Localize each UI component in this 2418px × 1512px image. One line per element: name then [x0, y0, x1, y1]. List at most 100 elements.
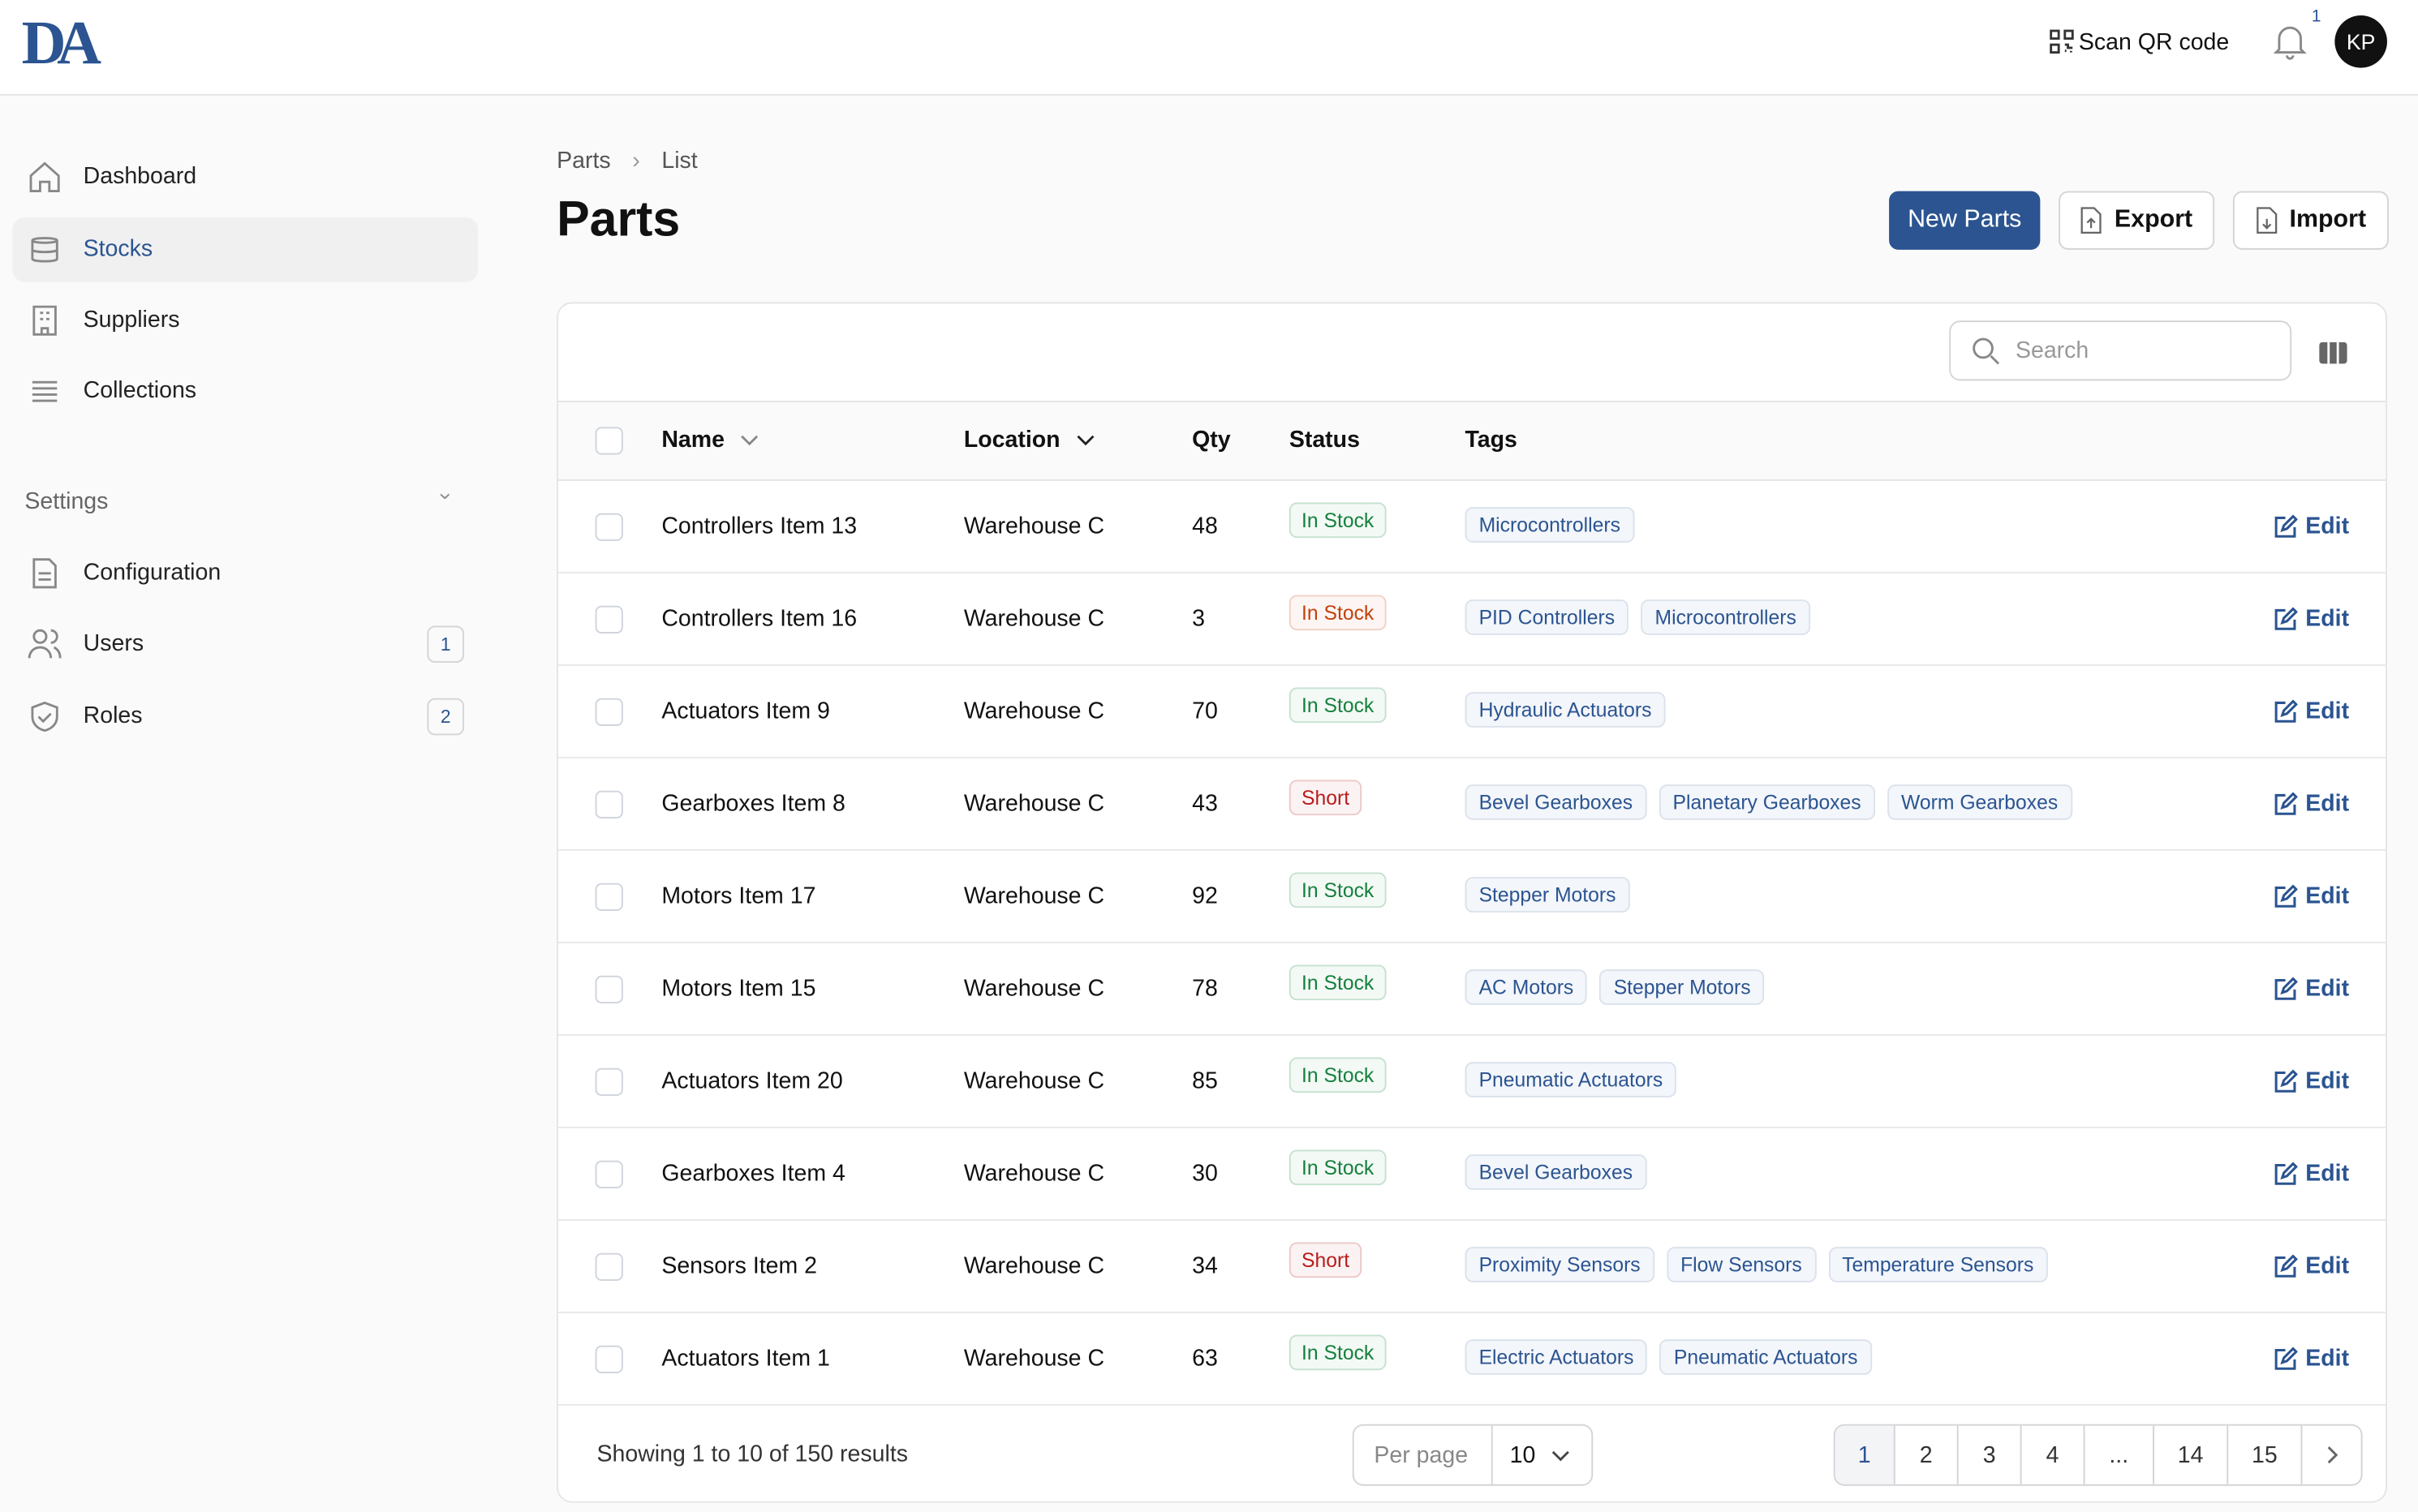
settings-title[interactable]: Settings	[24, 488, 109, 515]
tags: Bevel Gearboxes	[1465, 1154, 1659, 1190]
tag: Worm Gearboxes	[1887, 784, 2072, 820]
search-box[interactable]: Search	[1949, 320, 2292, 381]
settings-item[interactable]: Roles	[83, 702, 143, 729]
import-button[interactable]: Import	[2232, 191, 2389, 250]
badge: 1	[427, 625, 465, 664]
tag: Pneumatic Actuators	[1659, 1339, 1872, 1375]
status-label: In Stock	[1289, 1057, 1387, 1093]
row-checkbox[interactable]	[595, 975, 623, 1003]
cell-name: Controllers Item 16	[661, 605, 858, 633]
column-header: Qty	[1192, 427, 1231, 453]
page-button[interactable]: 14	[2154, 1425, 2229, 1484]
row-divider	[557, 1218, 2386, 1221]
row-checkbox[interactable]	[595, 790, 623, 818]
tag: Bevel Gearboxes	[1465, 1154, 1647, 1190]
edit-label: Edit	[2305, 698, 2350, 725]
status-badge: In Stock	[1289, 502, 1387, 539]
row-divider	[557, 756, 2386, 758]
status-label: In Stock	[1289, 687, 1387, 724]
per-page[interactable]: Per page 10	[1352, 1424, 1594, 1486]
cell-location: Warehouse C	[963, 1345, 1105, 1372]
tag: Microcontrollers	[1465, 507, 1635, 543]
tag: Stepper Motors	[1599, 969, 1765, 1005]
cell-location: Warehouse C	[963, 1160, 1105, 1188]
nav-item[interactable]: Dashboard	[83, 163, 197, 190]
cell-name: Gearboxes Item 8	[661, 790, 845, 818]
nav-item[interactable]: Collections	[83, 377, 197, 404]
per-page-value: 10	[1509, 1442, 1536, 1469]
row-checkbox[interactable]	[595, 1160, 623, 1188]
edit-label: Edit	[2305, 975, 2350, 1003]
tags: AC Motors Stepper Motors	[1465, 969, 1776, 1005]
status-badge: In Stock	[1289, 595, 1387, 631]
tags: Electric Actuators Pneumatic Actuators	[1465, 1339, 1883, 1375]
row-checkbox[interactable]	[595, 1252, 623, 1281]
export-button[interactable]: Export	[2059, 191, 2215, 250]
row-checkbox[interactable]	[595, 883, 623, 911]
cell-name: Controllers Item 13	[661, 513, 858, 540]
cell-location: Warehouse C	[963, 1067, 1105, 1095]
tag: Stepper Motors	[1465, 877, 1630, 913]
edit-link[interactable]: Edit	[2274, 1161, 2349, 1187]
status-badge: Short	[1289, 1242, 1362, 1278]
cell-location: Warehouse C	[963, 1252, 1105, 1280]
page-button[interactable]: 2	[1895, 1425, 1959, 1484]
nav-item[interactable]: Stocks	[83, 235, 153, 263]
nav-item[interactable]: Suppliers	[83, 307, 180, 333]
row-checkbox[interactable]	[595, 1345, 623, 1373]
cell-location: Warehouse C	[963, 790, 1105, 818]
column-header[interactable]: Location	[964, 427, 1095, 453]
edit-label: Edit	[2305, 1345, 2350, 1372]
table-card: Search Name Location Qty Status Tags Controlle…	[557, 302, 2387, 1503]
cell-location: Warehouse C	[963, 883, 1105, 910]
row-divider	[557, 1126, 2386, 1128]
bell-icon[interactable]	[2273, 24, 2307, 61]
row-checkbox[interactable]	[595, 698, 623, 726]
page-button[interactable]: 15	[2228, 1425, 2303, 1484]
results-summary: Showing 1 to 10 of 150 results	[596, 1441, 909, 1467]
collapse-chevron[interactable]: ‹	[430, 492, 456, 500]
page-button[interactable]: 3	[1959, 1425, 2022, 1484]
edit-link[interactable]: Edit	[2274, 698, 2349, 724]
columns-toggle[interactable]	[2317, 341, 2348, 373]
logo[interactable]: DA	[21, 7, 101, 78]
settings-item[interactable]: Configuration	[83, 559, 222, 586]
tag: Flow Sensors	[1666, 1247, 1816, 1282]
row-checkbox[interactable]	[595, 513, 623, 541]
page-title: Parts	[557, 191, 681, 247]
scan-qr[interactable]: Scan QR code	[2048, 28, 2229, 55]
cell-location: Warehouse C	[963, 698, 1105, 725]
tags: Bevel Gearboxes Planetary Gearboxes Worm G…	[1465, 784, 2084, 820]
edit-link[interactable]: Edit	[2274, 883, 2349, 909]
settings-item[interactable]: Users	[83, 630, 144, 657]
edit-link[interactable]: Edit	[2274, 976, 2349, 1002]
new-button[interactable]: New Parts	[1889, 191, 2041, 250]
edit-link[interactable]: Edit	[2274, 1068, 2349, 1094]
select-all[interactable]	[595, 427, 623, 455]
breadcrumb-item: List	[661, 148, 698, 174]
edit-link[interactable]: Edit	[2274, 513, 2349, 539]
row-checkbox[interactable]	[595, 1067, 623, 1096]
status-badge: In Stock	[1289, 1057, 1387, 1093]
cell-qty: 70	[1192, 698, 1218, 725]
edit-link[interactable]: Edit	[2274, 606, 2349, 632]
next-page[interactable]	[2302, 1426, 2360, 1484]
status-badge: In Stock	[1289, 1149, 1387, 1186]
breadcrumb-item[interactable]: Parts	[557, 148, 611, 174]
status-badge: Short	[1289, 780, 1362, 816]
per-page-label: Per page	[1374, 1442, 1469, 1469]
page-button[interactable]: ...	[2085, 1425, 2154, 1484]
cell-name: Actuators Item 1	[661, 1345, 830, 1372]
edit-link[interactable]: Edit	[2274, 791, 2349, 817]
cell-qty: 92	[1192, 883, 1218, 910]
page-button[interactable]: 1	[1835, 1425, 1895, 1484]
cell-name: Gearboxes Item 4	[661, 1160, 845, 1188]
page-button[interactable]: 4	[2022, 1425, 2085, 1484]
row-checkbox[interactable]	[595, 605, 623, 634]
column-header[interactable]: Name	[661, 427, 758, 453]
edit-link[interactable]: Edit	[2274, 1346, 2349, 1372]
avatar[interactable]: KP	[2334, 15, 2387, 68]
button-label: Import	[2289, 206, 2367, 233]
tag: Hydraulic Actuators	[1465, 692, 1666, 728]
edit-link[interactable]: Edit	[2274, 1253, 2349, 1279]
